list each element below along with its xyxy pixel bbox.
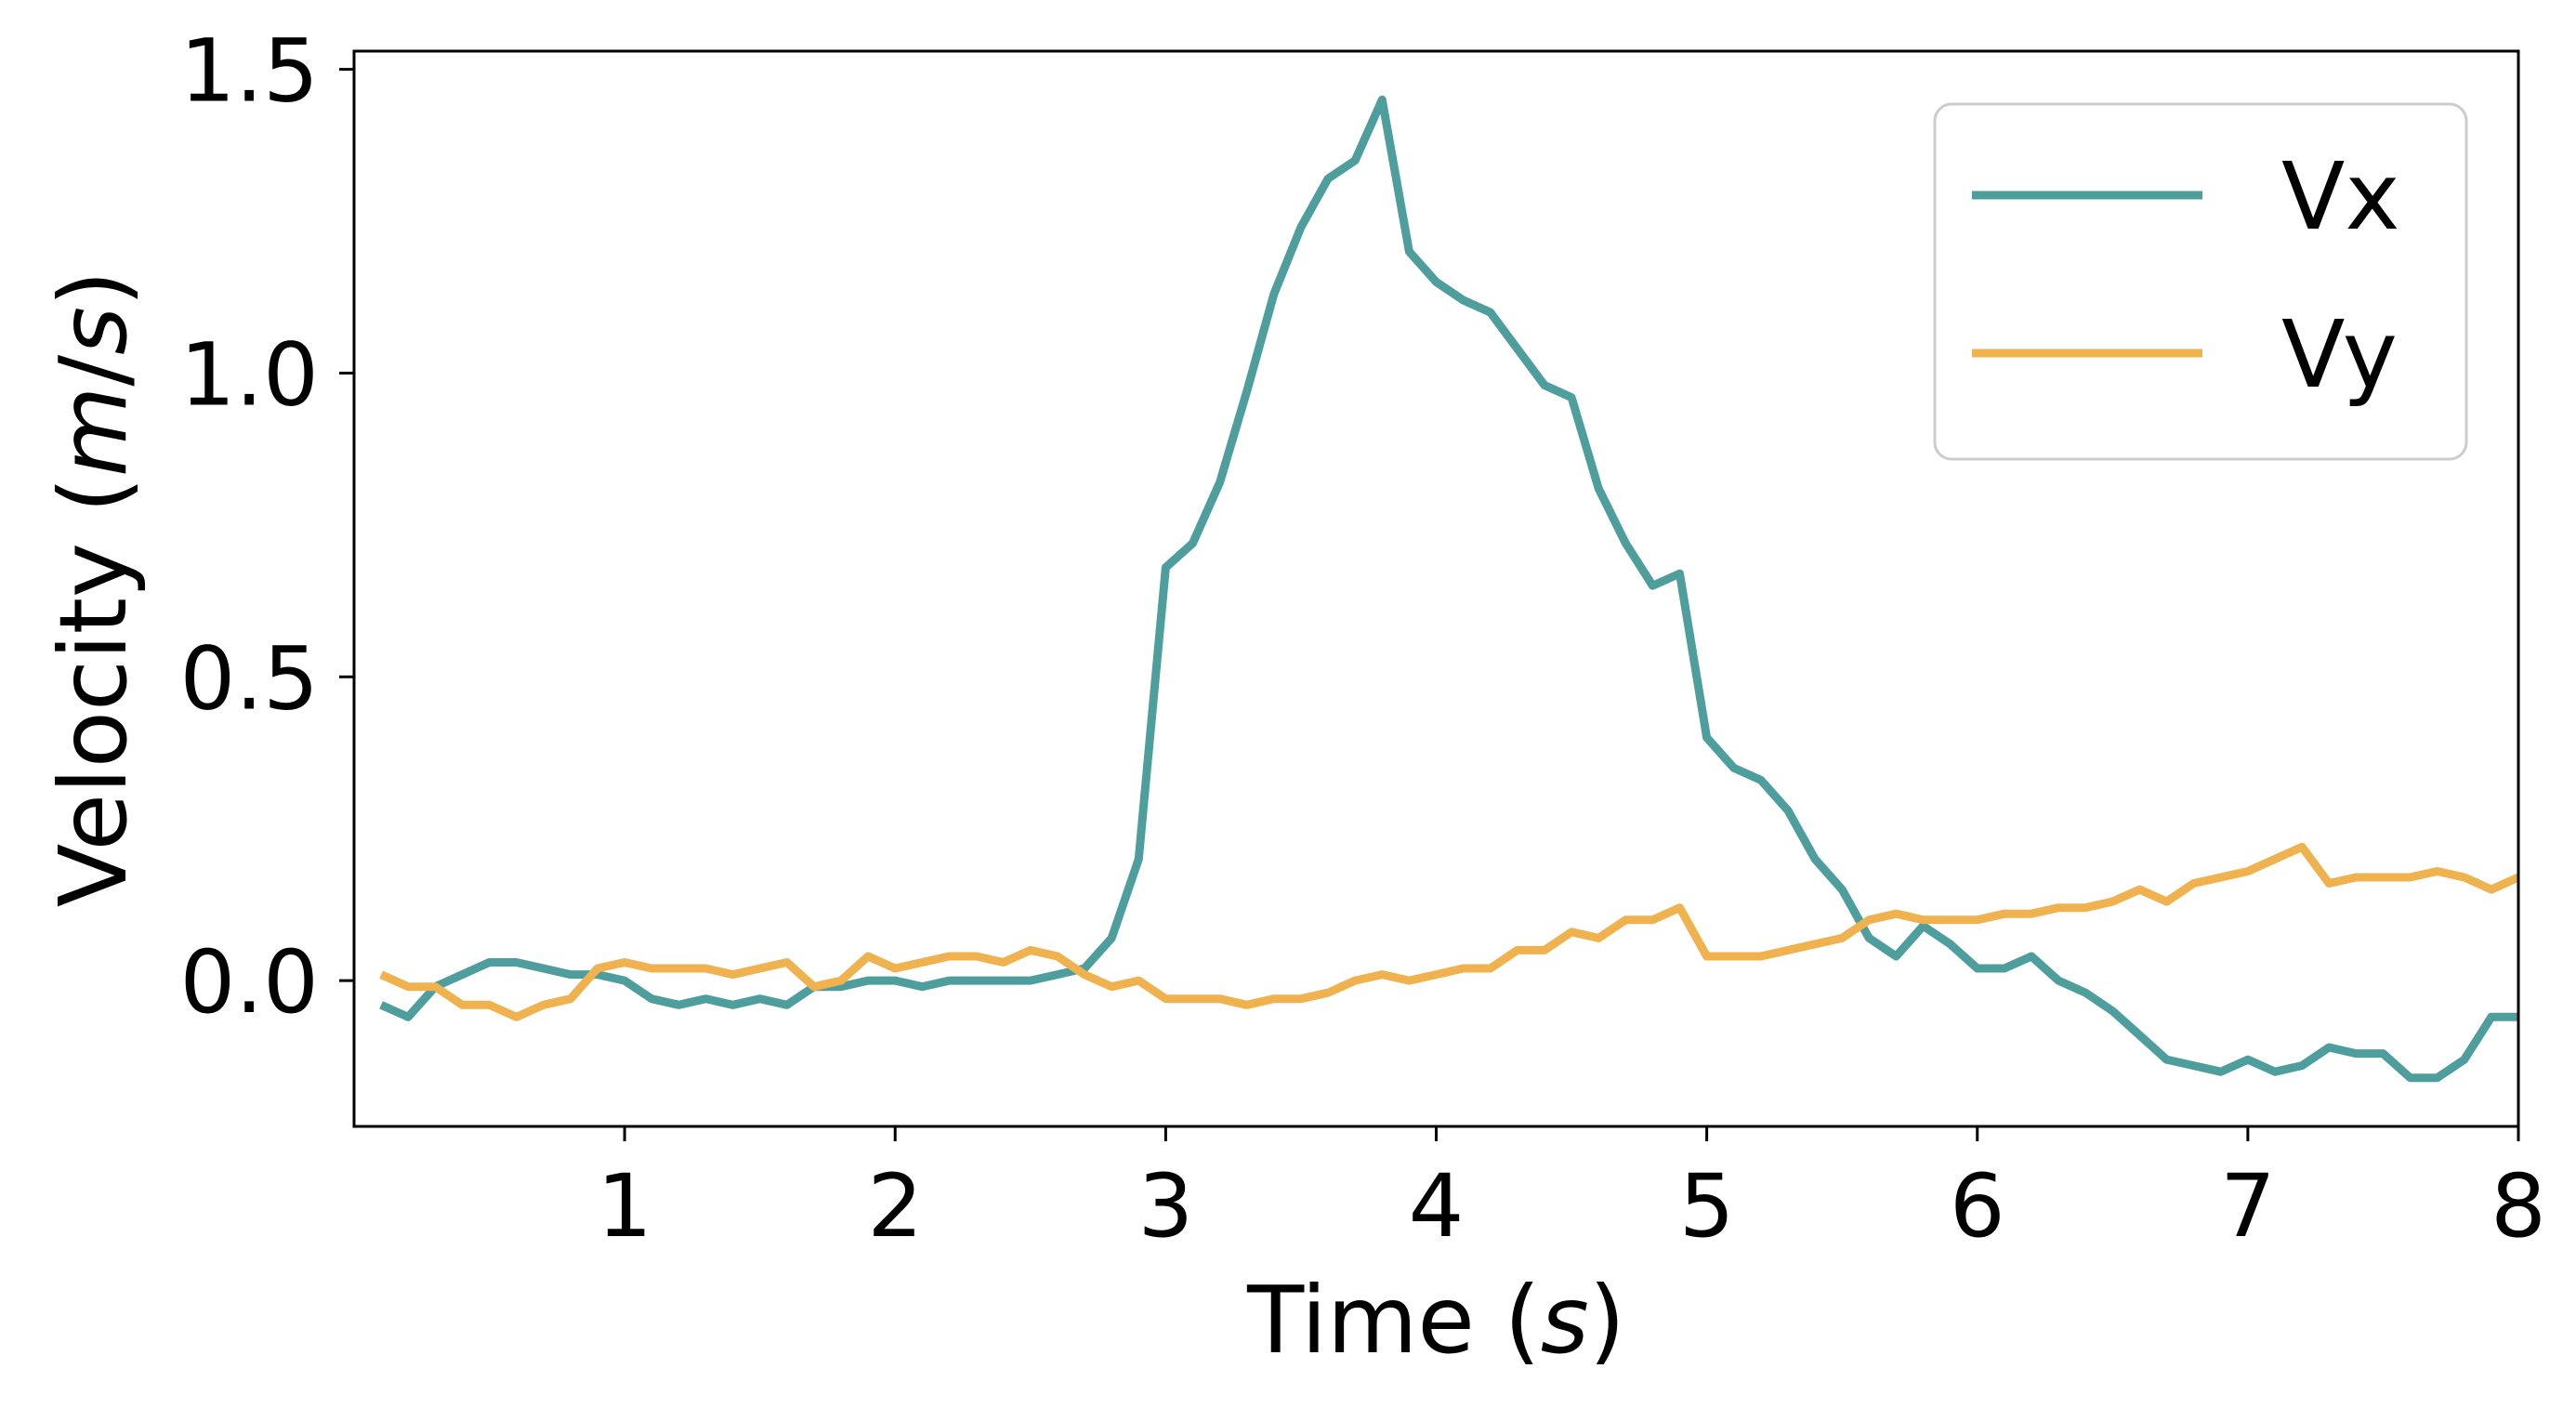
y-tick-label: 1.0 bbox=[180, 324, 320, 426]
legend: Vx Vy bbox=[1933, 102, 2468, 461]
legend-label-vx: Vx bbox=[2281, 142, 2400, 251]
y-tick-label: 0.0 bbox=[180, 932, 320, 1033]
series-line-vy bbox=[379, 842, 2518, 1021]
y-tick-label: 0.5 bbox=[180, 628, 320, 730]
series-line-vx bbox=[379, 95, 2518, 1083]
x-tick-label: 3 bbox=[1137, 1156, 1193, 1257]
x-axis-label: Time (s) bbox=[1246, 1266, 1625, 1375]
x-tick-label: 1 bbox=[597, 1156, 652, 1257]
x-tick-label: 5 bbox=[1679, 1156, 1735, 1257]
plot-marks bbox=[379, 95, 2518, 1083]
x-tick-label: 2 bbox=[867, 1156, 923, 1257]
axis-ticks: 1 2 3 4 5 6 7 8 0.0 0.5 1.0 1.5 bbox=[180, 21, 2546, 1257]
y-tick-label: 1.5 bbox=[180, 21, 320, 123]
x-tick-label: 4 bbox=[1409, 1156, 1465, 1257]
y-axis-label: Velocity (m/s) bbox=[39, 270, 148, 907]
x-tick-label: 7 bbox=[2220, 1156, 2276, 1257]
x-tick-label: 6 bbox=[1950, 1156, 2005, 1257]
legend-label-vy: Vy bbox=[2281, 300, 2398, 409]
x-tick-label: 8 bbox=[2491, 1156, 2546, 1257]
